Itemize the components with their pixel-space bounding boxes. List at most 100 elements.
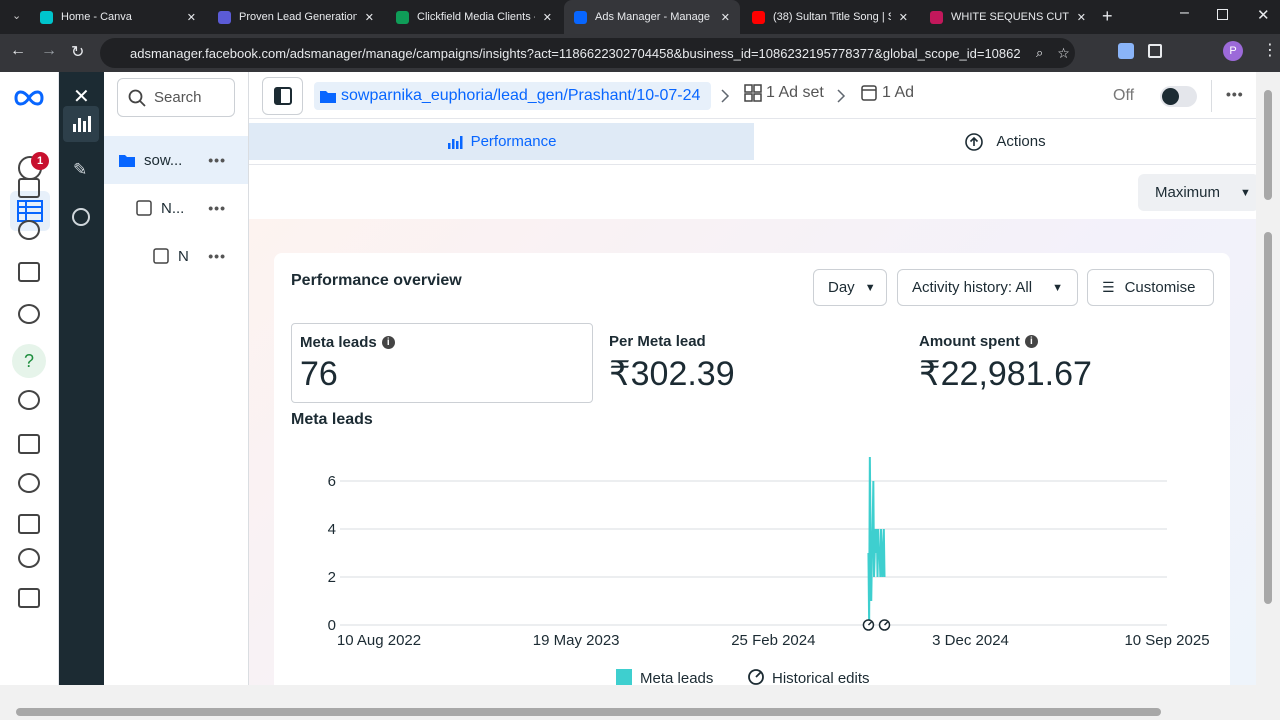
chart-tool-active[interactable] [63, 106, 99, 142]
close-window[interactable]: ✕ [1257, 7, 1270, 24]
tab-search-button[interactable]: ⌄ [12, 10, 22, 22]
adset-breadcrumb[interactable]: 1 Ad set [744, 84, 824, 102]
nav-icon[interactable] [18, 304, 40, 324]
browser-tab[interactable]: Home - Canva ✕ [30, 0, 206, 34]
folder-shape [119, 155, 135, 167]
edit-tool[interactable]: ✎ [73, 160, 88, 179]
ad-breadcrumb[interactable]: 1 Ad [860, 84, 914, 102]
top-bar: sowparnika_euphoria/lead_gen/Prashant/10… [249, 72, 1256, 119]
nav-icon[interactable] [18, 434, 40, 454]
nav-icon[interactable] [18, 220, 40, 240]
tab-close[interactable]: ✕ [720, 11, 730, 24]
control-button[interactable]: Day ▼ [813, 269, 887, 306]
nav-rail: 1 ? [0, 72, 59, 685]
icon-shape [153, 248, 169, 264]
panel-toggle[interactable] [262, 77, 303, 115]
more-button[interactable]: ••• [1226, 86, 1244, 102]
row-menu[interactable]: ••• [208, 152, 226, 168]
minimize[interactable]: – [1180, 4, 1189, 21]
tree-label: N... [161, 199, 185, 217]
metric[interactable]: Meta leads i 76 [291, 323, 593, 403]
browser-tab[interactable]: Ads Manager - Manage ad ✕ [564, 0, 740, 34]
info-icon[interactable]: i [381, 336, 395, 349]
y-tick-label: 0 [328, 617, 336, 634]
tree-row[interactable]: N ••• [104, 232, 248, 280]
y-tick-label: 6 [328, 473, 336, 490]
chart-title: Meta leads [291, 411, 373, 428]
help-icon[interactable]: ? [12, 344, 46, 378]
back-button[interactable]: ← [10, 42, 26, 59]
tab-close[interactable]: ✕ [898, 11, 908, 24]
close-button[interactable]: ✕ [73, 86, 90, 108]
search-box[interactable]: Search [117, 78, 235, 117]
forward-button[interactable]: → [41, 42, 57, 59]
metric-label-row: Per Meta lead [609, 333, 895, 350]
scroll-thumb[interactable] [1264, 90, 1272, 200]
performance-tab[interactable]: Performance [249, 123, 754, 160]
scroll-thumb[interactable] [1264, 232, 1272, 604]
browser-tab[interactable]: Clickfield Media Clients - G ✕ [386, 0, 562, 34]
tree-row[interactable]: sow... ••• [104, 136, 248, 184]
nav-icon[interactable] [18, 548, 40, 568]
notification-badge: 1 [31, 152, 49, 170]
search-placeholder: Search [154, 89, 202, 106]
profile-avatar[interactable]: P [1223, 41, 1243, 61]
x-tick-label: 10 Sep 2025 [1124, 632, 1209, 649]
legend-label: Meta leads [640, 670, 713, 685]
meta-logo[interactable] [12, 88, 46, 108]
control-button[interactable]: Activity history: All ▼ [897, 269, 1078, 306]
tab-title: Ads Manager - Manage ad [595, 11, 713, 23]
x-tick-label: 19 May 2023 [533, 632, 620, 649]
status-toggle[interactable] [1160, 86, 1197, 107]
chevron [721, 89, 730, 103]
extensions-icon[interactable] [1148, 44, 1162, 58]
chart-icon [73, 116, 91, 132]
scroll-thumb[interactable] [16, 708, 1161, 716]
tree-row[interactable]: N... ••• [104, 184, 248, 232]
campaign-breadcrumb[interactable]: sowparnika_euphoria/lead_gen/Prashant/10… [314, 82, 711, 110]
menu-button[interactable]: ⋮ [1262, 42, 1278, 59]
tree-panel: Search sow... ••• N... ••• N ••• [104, 72, 249, 685]
favicon [752, 10, 765, 24]
x-tick-label: 25 Feb 2024 [731, 632, 815, 649]
metric-label: Per Meta lead [609, 333, 706, 350]
nav-icon[interactable] [18, 262, 40, 282]
control-button[interactable]: ☰ Customise [1087, 269, 1214, 306]
maximize[interactable] [1217, 9, 1228, 20]
browser-tab[interactable]: Proven Lead Generation St ✕ [208, 0, 384, 34]
tab-close[interactable]: ✕ [542, 11, 552, 24]
nav-icon[interactable] [18, 514, 40, 534]
tab-close[interactable]: ✕ [1076, 11, 1086, 24]
ad-icon [153, 248, 169, 264]
tab-close[interactable]: ✕ [364, 11, 374, 24]
nav-icon[interactable] [18, 473, 40, 493]
address-bar[interactable]: adsmanager.facebook.com/adsmanager/manag… [100, 38, 1075, 68]
caret: ▼ [1240, 186, 1251, 199]
nav-icon[interactable] [18, 588, 40, 608]
row-menu[interactable]: ••• [208, 248, 226, 264]
horizontal-scrollbar[interactable] [0, 685, 1280, 720]
tool-sidebar: ✕ ✎ [59, 72, 104, 685]
new-tab-button[interactable]: + [1102, 6, 1113, 26]
browser-tab[interactable]: (38) Sultan Title Song | Sal ✕ [742, 0, 918, 34]
actions-tab[interactable]: Actions [754, 123, 1256, 160]
favicon [574, 10, 587, 24]
tab-strip: ⌄ + – ✕ Home - Canva ✕ Proven Lead Generat… [0, 0, 1280, 34]
x-tick-label: 10 Aug 2022 [337, 632, 421, 649]
history-tool[interactable] [72, 208, 90, 226]
legend-swatch [616, 669, 632, 685]
tab-close[interactable]: ✕ [186, 11, 196, 24]
download-icon[interactable] [1118, 43, 1134, 59]
metric-value: 76 [300, 355, 338, 393]
row-menu[interactable]: ••• [208, 200, 226, 216]
vertical-scrollbar[interactable] [1256, 72, 1280, 685]
info-icon[interactable]: i [1024, 335, 1038, 348]
date-range-dropdown[interactable]: Maximum ▼ [1138, 174, 1259, 211]
browser-tab[interactable]: WHITE SEQUENS CUTDAN ✕ [920, 0, 1096, 34]
metric-label-row: Meta leads i [300, 334, 584, 351]
bookmark-star[interactable]: ☆ [1057, 44, 1070, 61]
nav-icon[interactable] [18, 390, 40, 410]
reload-button[interactable]: ↻ [71, 44, 85, 61]
nav-icon[interactable] [18, 178, 40, 198]
